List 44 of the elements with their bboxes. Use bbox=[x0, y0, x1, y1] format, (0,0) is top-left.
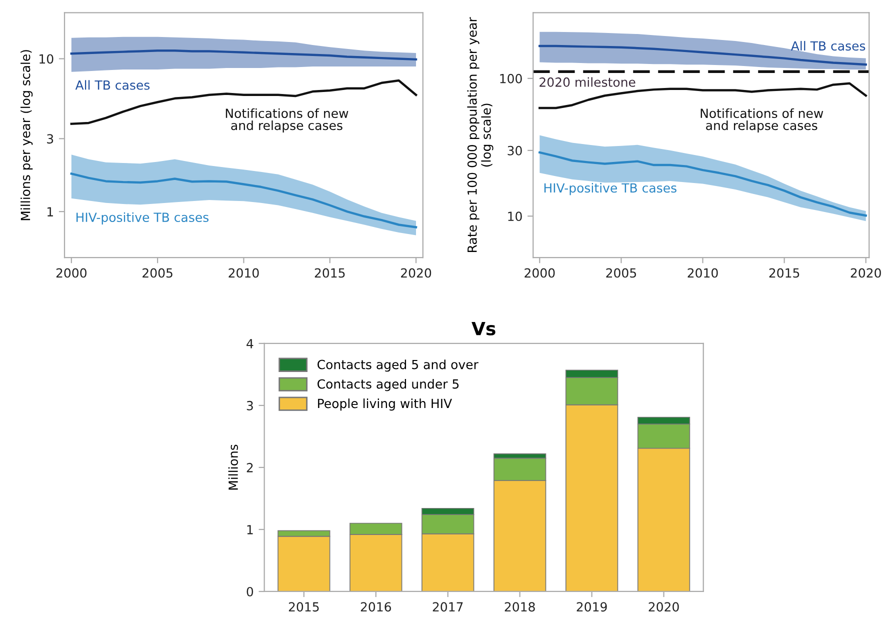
x-tick-label: 2010 bbox=[228, 268, 259, 278]
y-tick-label: 1 bbox=[48, 207, 53, 216]
x-tick-label: 2020 bbox=[850, 268, 881, 278]
line-series bbox=[70, 172, 418, 228]
y-tick-label: 100 bbox=[500, 74, 522, 84]
x-tick-label: 2000 bbox=[524, 268, 555, 278]
y-axis-title: Rate per 100 000 population per year (log scale) bbox=[467, 17, 494, 252]
x-tick-label: 2005 bbox=[606, 268, 636, 278]
x-tick-label: 2000 bbox=[56, 268, 86, 278]
y-tick-label: 10 bbox=[508, 212, 522, 222]
legend-label: People living with HIV bbox=[318, 398, 452, 411]
series-label: Notifications of new and relapse cases bbox=[700, 108, 824, 133]
text: All TB cases bbox=[75, 80, 150, 90]
line-series bbox=[70, 50, 418, 61]
x-tick-label: 2005 bbox=[142, 268, 172, 278]
ref-line-label: 2020 milestone bbox=[540, 77, 636, 87]
x-tick-label: 2019 bbox=[576, 602, 607, 612]
y-tick-label: 4 bbox=[246, 339, 254, 348]
line-series bbox=[538, 151, 867, 217]
x-tick-label: 2020 bbox=[648, 602, 679, 612]
series-label: HIV-positive TB cases bbox=[544, 182, 676, 196]
x-tick-label: 2010 bbox=[688, 268, 718, 278]
series-label: Notifications of new and relapse cases bbox=[226, 108, 348, 133]
x-tick-label: 2020 bbox=[401, 268, 432, 278]
x-tick-label: 2015 bbox=[314, 268, 345, 278]
legend-label: Contacts aged 5 and over bbox=[318, 360, 478, 372]
legend-label: Contacts aged under 5 bbox=[318, 379, 459, 392]
text: HIV-positive TB cases bbox=[76, 212, 208, 224]
y-axis-title: Millions bbox=[228, 444, 238, 490]
y-axis-title: Millions per year (log scale) bbox=[20, 50, 33, 220]
series-label: All TB cases bbox=[790, 40, 866, 51]
y-tick-label: 30 bbox=[508, 146, 522, 156]
x-tick-label: 2015 bbox=[769, 268, 800, 278]
y-tick-label: 10 bbox=[40, 54, 54, 64]
y-tick-label: 3 bbox=[246, 400, 253, 410]
y-tick-label: 3 bbox=[47, 134, 54, 144]
x-tick-label: 2016 bbox=[360, 602, 391, 612]
y-tick-label: 1 bbox=[247, 525, 253, 534]
x-tick-label: 2017 bbox=[432, 602, 463, 612]
x-tick-label: 2015 bbox=[288, 602, 319, 612]
x-tick-label: 2018 bbox=[504, 602, 535, 612]
chart-title: Vs bbox=[472, 322, 496, 336]
y-tick-label: 2 bbox=[246, 462, 253, 472]
y-tick-label: 0 bbox=[246, 586, 254, 596]
